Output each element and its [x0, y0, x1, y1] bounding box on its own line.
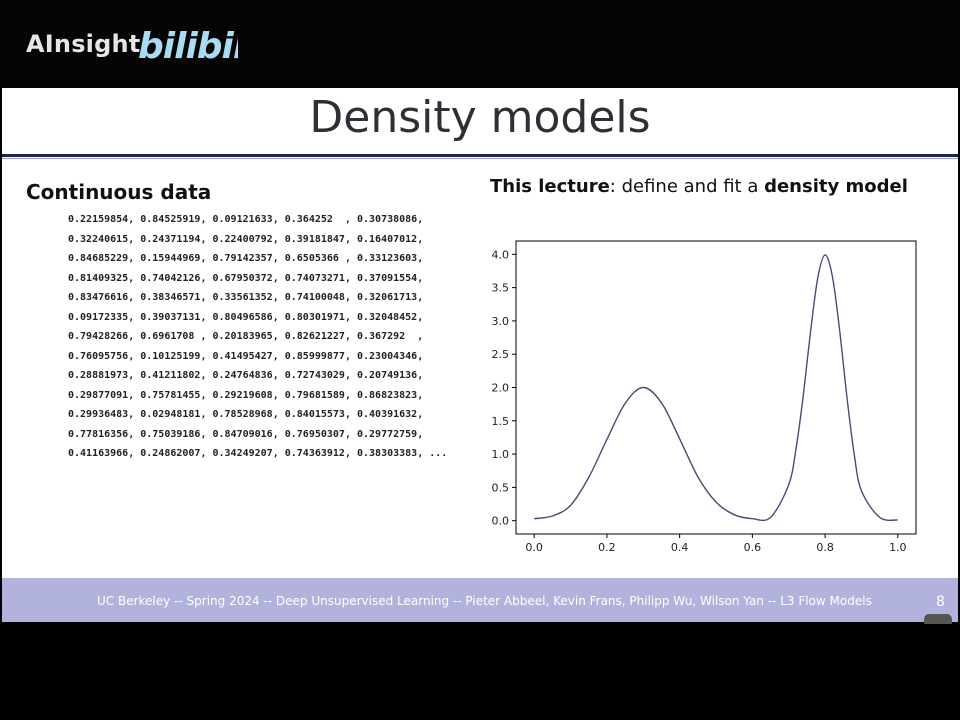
y-tick-label: 2.5	[492, 348, 510, 361]
data-row: 0.79428266, 0.6961708 , 0.20183965, 0.82…	[68, 331, 424, 342]
data-row: 0.28881973, 0.41211802, 0.24764836, 0.72…	[68, 370, 424, 381]
y-tick-label: 0.0	[492, 515, 510, 528]
data-row: 0.81409325, 0.74042126, 0.67950372, 0.74…	[68, 272, 424, 284]
bilibili-logo-mark: bilibili	[138, 26, 258, 67]
brand-watermark: AInsight	[26, 30, 141, 58]
slide: Density models Continuous data 0.2215985…	[2, 88, 958, 578]
lecture-heading: This lecture: define and fit a density m…	[490, 176, 908, 197]
top-bar: AInsight bilibili	[0, 0, 960, 88]
lecture-heading-bold-1: This lecture	[490, 176, 610, 197]
x-tick-label: 0.2	[598, 541, 616, 554]
y-tick-label: 2.0	[492, 382, 510, 395]
x-tick-label: 1.0	[889, 541, 907, 554]
x-tick-label: 0.0	[525, 541, 543, 554]
data-row: 0.09172335, 0.39037131, 0.80496586, 0.80…	[68, 311, 424, 323]
lecture-heading-mid: : define and fit a	[609, 176, 765, 197]
data-row: 0.84685229, 0.15944969, 0.79142357, 0.65…	[68, 253, 424, 264]
data-row: 0.22159854, 0.84525919, 0.09121633, 0.36…	[68, 214, 424, 225]
x-tick-label: 0.4	[671, 541, 689, 554]
title-divider-thin	[2, 158, 958, 159]
plot-frame	[515, 240, 917, 535]
data-row: 0.83476616, 0.38346571, 0.33561352, 0.74…	[68, 292, 424, 303]
y-tick-label: 4.0	[492, 248, 510, 261]
slide-title: Density models	[309, 92, 651, 143]
density-curve	[534, 254, 898, 522]
y-tick-label: 3.0	[492, 315, 510, 328]
footer-bar: UC Berkeley -- Spring 2024 -- Deep Unsup…	[2, 578, 958, 622]
y-tick-label: 1.0	[492, 448, 510, 461]
continuous-data-heading: Continuous data	[26, 180, 212, 204]
page-number: 8	[936, 594, 945, 610]
data-row: 0.29936483, 0.02948181, 0.78528968, 0.84…	[68, 409, 424, 420]
data-row: 0.77816356, 0.75039186, 0.84709016, 0.76…	[68, 428, 424, 440]
y-tick-label: 1.5	[492, 415, 510, 428]
x-tick-label: 0.6	[744, 541, 762, 554]
svg-text:bilibili: bilibili	[138, 26, 238, 66]
title-divider	[2, 154, 958, 157]
data-row: 0.41163966, 0.24862007, 0.34249207, 0.74…	[68, 448, 448, 459]
density-chart: 0.0 0.2 0.4 0.6 0.8 1.0 0.0 0.5 1.0 1.5 2.0 2.5 3.0 3…	[492, 240, 917, 554]
data-row: 0.29877091, 0.75781455, 0.29219608, 0.79…	[68, 389, 424, 401]
footer-text: UC Berkeley -- Spring 2024 -- Deep Unsup…	[97, 594, 872, 608]
y-tick-label: 3.5	[492, 282, 510, 295]
corner-tab	[924, 614, 952, 624]
x-tick-label: 0.8	[816, 541, 834, 554]
lecture-heading-bold-2: density model	[764, 176, 908, 197]
y-tick-label: 0.5	[492, 481, 510, 494]
bilibili-logo: bilibili	[138, 20, 258, 76]
data-row: 0.32240615, 0.24371194, 0.22400792, 0.39…	[68, 233, 424, 245]
data-row: 0.76095756, 0.10125199, 0.41495427, 0.85…	[68, 350, 424, 362]
data-values-list: 0.22159854, 0.84525919, 0.09121633, 0.36…	[68, 210, 447, 464]
